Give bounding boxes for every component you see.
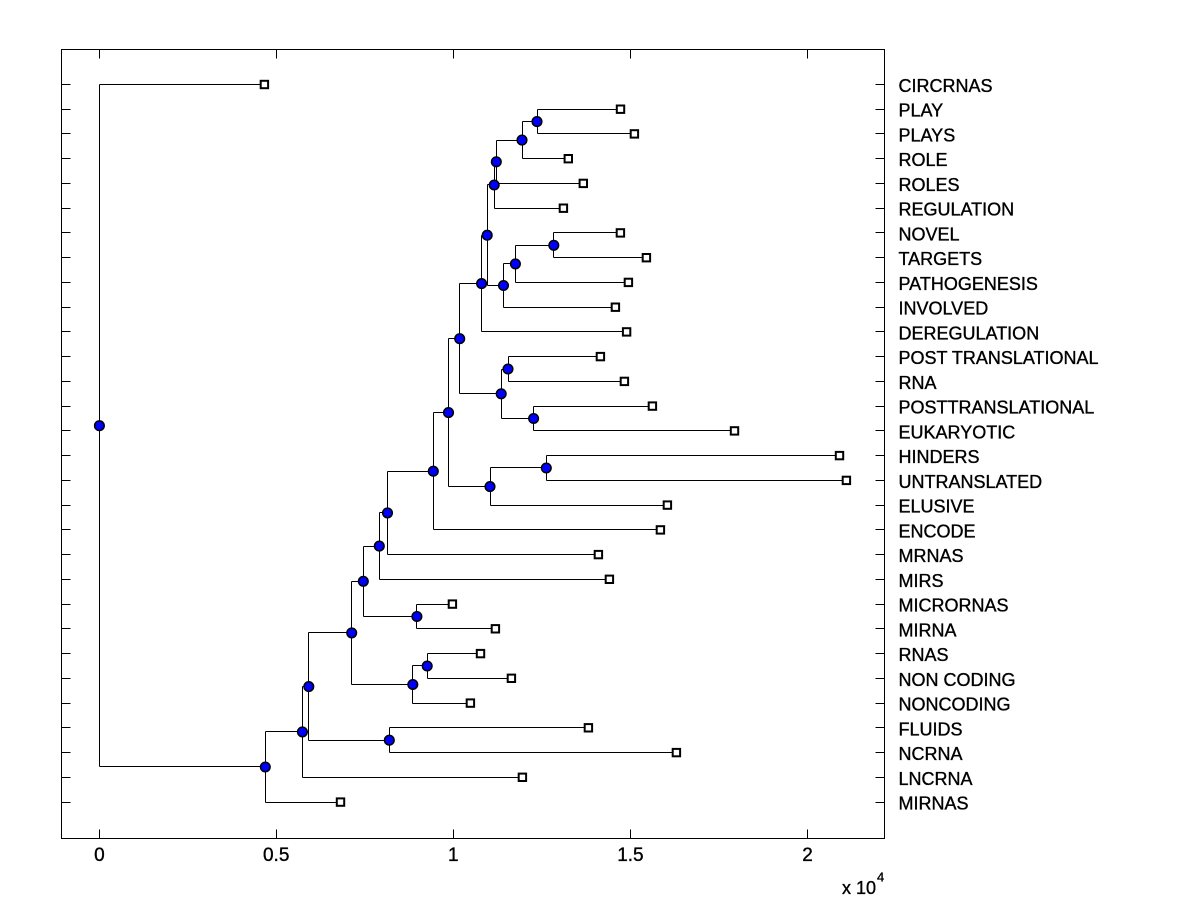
svg-text:ENCODE: ENCODE [899, 521, 976, 541]
svg-text:NONCODING: NONCODING [899, 695, 1011, 715]
svg-text:POSTTRANSLATIONAL: POSTTRANSLATIONAL [899, 398, 1095, 418]
svg-text:CIRCRNAS: CIRCRNAS [899, 76, 993, 96]
svg-text:MICRORNAS: MICRORNAS [899, 596, 1009, 616]
svg-text:ROLES: ROLES [899, 175, 960, 195]
svg-text:MIRNAS: MIRNAS [899, 794, 969, 814]
svg-text:HINDERS: HINDERS [899, 447, 980, 467]
svg-text:1: 1 [448, 845, 459, 866]
svg-text:2: 2 [802, 845, 813, 866]
svg-text:MIRS: MIRS [899, 571, 944, 591]
svg-text:DEREGULATION: DEREGULATION [899, 323, 1040, 343]
svg-text:ROLE: ROLE [899, 150, 948, 170]
svg-text:RNA: RNA [899, 373, 937, 393]
svg-text:NON CODING: NON CODING [899, 670, 1016, 690]
svg-text:0.5: 0.5 [263, 845, 289, 866]
svg-text:1.5: 1.5 [617, 845, 643, 866]
svg-text:UNTRANSLATED: UNTRANSLATED [899, 472, 1043, 492]
svg-text:PLAYS: PLAYS [899, 125, 956, 145]
svg-text:PLAY: PLAY [899, 101, 944, 121]
svg-text:FLUIDS: FLUIDS [899, 719, 963, 739]
svg-text:INVOLVED: INVOLVED [899, 299, 989, 319]
svg-text:4: 4 [877, 870, 884, 885]
svg-text:RNAS: RNAS [899, 645, 949, 665]
svg-text:0: 0 [94, 845, 105, 866]
svg-text:NOVEL: NOVEL [899, 224, 960, 244]
svg-text:TARGETS: TARGETS [899, 249, 983, 269]
svg-text:PATHOGENESIS: PATHOGENESIS [899, 274, 1038, 294]
svg-text:MRNAS: MRNAS [899, 546, 964, 566]
svg-text:NCRNA: NCRNA [899, 744, 963, 764]
svg-text:EUKARYOTIC: EUKARYOTIC [899, 422, 1016, 442]
svg-text:ELUSIVE: ELUSIVE [899, 497, 975, 517]
svg-text:x 10: x 10 [842, 878, 876, 898]
svg-text:LNCRNA: LNCRNA [899, 769, 973, 789]
svg-text:REGULATION: REGULATION [899, 200, 1015, 220]
svg-text:MIRNA: MIRNA [899, 620, 957, 640]
svg-text:POST TRANSLATIONAL: POST TRANSLATIONAL [899, 348, 1099, 368]
